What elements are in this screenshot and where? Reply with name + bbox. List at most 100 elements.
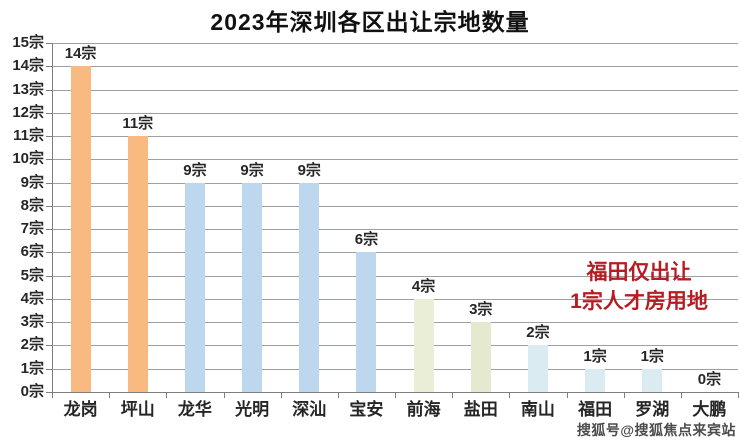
y-tick — [46, 275, 52, 277]
y-axis-label: 11宗 — [13, 127, 44, 145]
x-axis-label: 罗湖 — [635, 400, 670, 419]
y-tick — [46, 368, 52, 370]
y-axis-label: 14宗 — [12, 57, 44, 75]
y-axis-label: 6宗 — [20, 243, 44, 261]
gridline — [52, 368, 738, 370]
y-tick — [46, 298, 52, 300]
x-tick — [680, 392, 682, 398]
gridline — [52, 66, 738, 68]
y-axis-label: 15宗 — [12, 34, 44, 51]
x-tick — [223, 392, 225, 398]
x-axis-label: 宝安 — [349, 400, 384, 419]
y-tick — [46, 43, 52, 44]
annotation-line-1: 福田仅出让 — [586, 261, 692, 284]
value-label: 0宗 — [697, 371, 722, 388]
bar-坪山 — [127, 136, 148, 392]
value-label: 2宗 — [526, 324, 550, 342]
y-tick — [46, 89, 52, 91]
x-tick — [566, 392, 568, 398]
x-axis-label: 盐田 — [463, 400, 498, 419]
y-tick — [46, 345, 52, 347]
y-axis-label: 2宗 — [20, 336, 44, 354]
bar-罗湖 — [642, 368, 663, 392]
y-axis-label: 12宗 — [12, 103, 44, 121]
watermark: 搜狐号@搜狐焦点来宾站 — [576, 422, 736, 438]
x-tick — [452, 392, 454, 398]
gridline — [52, 205, 738, 207]
x-tick — [109, 392, 111, 398]
x-tick — [395, 392, 396, 398]
y-axis-label: 9宗 — [20, 173, 44, 191]
y-tick — [46, 136, 52, 138]
y-tick — [46, 392, 52, 393]
y-tick — [46, 229, 52, 231]
gridline — [52, 298, 738, 300]
gridline — [52, 345, 738, 347]
value-label: 6宗 — [354, 231, 379, 249]
y-axis-label: 0宗 — [20, 383, 44, 400]
chart-title: 2023年深圳各区出让宗地数量 — [210, 9, 530, 35]
x-axis-label: 南山 — [520, 400, 555, 419]
y-tick — [46, 205, 52, 207]
gridline — [52, 112, 738, 114]
gridline — [52, 229, 738, 231]
x-tick — [623, 392, 625, 398]
bar-深汕 — [299, 182, 320, 392]
x-axis-label: 前海 — [406, 400, 441, 419]
x-axis-label: 龙华 — [177, 400, 212, 419]
annotation-line-2: 1宗人才房用地 — [570, 290, 708, 313]
gridline — [52, 275, 738, 277]
x-axis-label: 深汕 — [292, 400, 327, 419]
bar-南山 — [527, 345, 548, 392]
x-axis-label: 大鹏 — [692, 400, 727, 419]
gridline — [52, 322, 738, 324]
gridline — [52, 136, 738, 138]
y-tick — [46, 112, 52, 114]
x-axis-label: 福田 — [578, 400, 613, 419]
y-axis-label: 5宗 — [20, 266, 44, 284]
value-label: 4宗 — [411, 277, 436, 295]
x-tick — [738, 392, 739, 398]
y-axis-label: 1宗 — [20, 359, 44, 377]
bar-龙岗 — [70, 66, 91, 392]
y-axis — [52, 43, 53, 398]
y-axis-label: 10宗 — [12, 150, 44, 168]
value-label: 14宗 — [64, 45, 97, 63]
y-axis-label: 3宗 — [20, 313, 44, 331]
gridline — [52, 43, 738, 44]
value-label: 9宗 — [297, 161, 321, 179]
y-tick — [46, 66, 52, 68]
y-axis-label: 8宗 — [20, 196, 44, 214]
x-tick — [52, 392, 53, 398]
bar-光明 — [242, 182, 263, 392]
value-label: 3宗 — [469, 301, 493, 319]
y-axis-label: 7宗 — [20, 220, 44, 238]
x-tick — [337, 392, 339, 398]
x-axis-label: 坪山 — [120, 400, 155, 419]
x-tick — [280, 392, 282, 398]
y-tick — [46, 252, 52, 254]
y-tick — [46, 159, 52, 161]
y-axis-label: 4宗 — [20, 289, 44, 307]
value-label: 1宗 — [640, 347, 664, 365]
x-tick — [166, 392, 168, 398]
bar-福田 — [585, 368, 606, 392]
x-tick — [509, 392, 511, 398]
bar-前海 — [413, 298, 434, 392]
x-axis-label: 龙岗 — [63, 400, 98, 419]
value-label: 9宗 — [183, 161, 207, 179]
x-axis-label: 光明 — [235, 400, 270, 419]
value-label: 1宗 — [583, 347, 607, 365]
bar-盐田 — [470, 322, 491, 392]
bar-龙华 — [184, 182, 205, 392]
value-label: 9宗 — [240, 161, 264, 179]
y-tick — [46, 322, 52, 324]
annotation: 福田仅出让 1宗人才房用地 — [544, 258, 734, 316]
y-axis-label: 13宗 — [12, 80, 44, 98]
gridline — [52, 159, 738, 161]
gridline — [52, 182, 738, 184]
value-label: 11宗 — [122, 115, 154, 133]
gridline — [52, 89, 738, 91]
